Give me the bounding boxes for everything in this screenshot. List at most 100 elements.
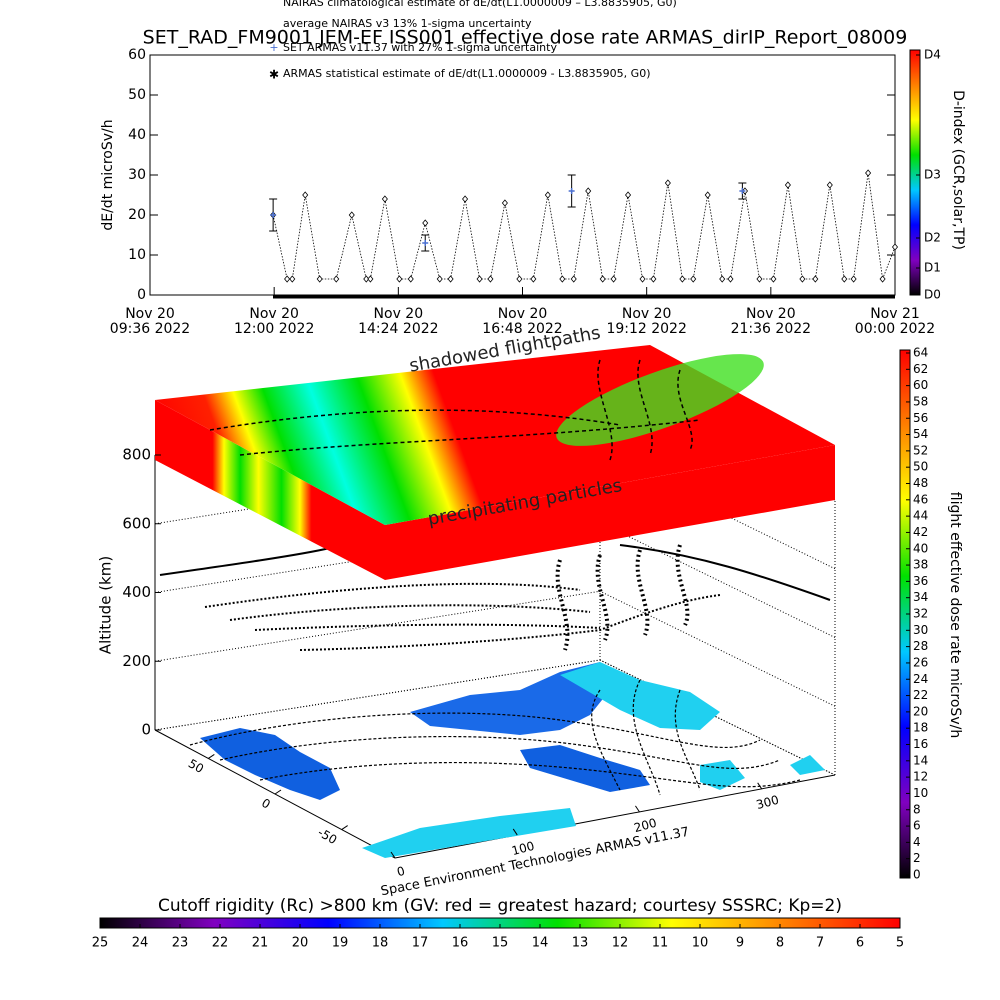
lon-tick [635,805,640,813]
data-point [559,275,566,283]
data-point [784,181,791,189]
flightpath [159,547,331,576]
colorbar-tick-label: 0 [913,868,921,882]
colorbar-tick-label: 20 [913,704,928,718]
dindex-tick-label: D0 [924,288,941,302]
shadowed-track [677,369,693,451]
slab-side [155,400,385,580]
rigidity-tick-label: 13 [572,936,589,951]
grid-line [154,659,836,776]
colorbar-tick-label: 54 [913,427,928,441]
data-point [447,275,454,283]
legend-marker: ✱ [269,68,279,82]
continent [700,760,745,790]
colorbar-tick-label: 48 [913,476,928,490]
flightpath [254,623,601,631]
plot-frame [149,54,896,296]
ground-track [259,761,801,788]
shadowed-track [209,409,621,431]
dindex-tick-label: D4 [924,48,941,62]
data-point [570,275,577,283]
data-point [865,169,872,177]
flightpath [595,554,610,641]
data-point [396,275,403,283]
data-point [585,187,592,195]
lon-tick-label: 200 [632,816,658,835]
data-point [719,275,726,283]
x-tick-label: Nov 20 16:48 2022 [482,306,563,337]
y-tick-label: 20 [128,207,146,223]
rigidity-tick-label: 15 [492,936,509,951]
rigidity-tick-label: 9 [736,936,744,951]
colorbar-tick-label: 16 [913,737,928,751]
data-point [812,275,819,283]
data-point [610,275,617,283]
x-tick-label: Nov 20 14:24 2022 [358,306,439,337]
lat-tick-label: -50 [315,825,339,847]
rigidity-tick-label: 6 [856,936,864,951]
colorbar-tick-label: 18 [913,721,928,735]
colorbar-tick-label: 10 [913,786,928,800]
colorbar-tick-label: 6 [913,819,921,833]
colorbar-tick-label: 50 [913,460,928,474]
data-point [476,275,483,283]
lat-tick [341,825,348,830]
continent [560,662,720,730]
colorbar-tick-label: 46 [913,492,928,506]
rigidity-tick-label: 14 [532,936,549,951]
legend-marker: + [269,41,278,54]
z-axis-label: Altitude (km) [97,556,115,654]
flightpath [229,604,591,621]
z-tick-label: 0 [141,721,151,739]
legend-entry: NAIRAS climatological estimate of dE/dt(… [283,0,677,9]
data-point [625,191,632,199]
set-armas-point [270,212,277,218]
y-tick-label: 10 [128,247,146,263]
rigidity-tick-label: 5 [896,936,904,951]
data-point [690,275,697,283]
dose-line [272,172,896,281]
lat-tick [274,789,282,795]
rigidity-tick-label: 11 [652,936,669,951]
shadowed-track [637,359,653,456]
data-point [316,275,323,283]
data-point [284,275,291,283]
colorbar-tick-label: 64 [913,346,928,360]
chart-title: SET_RAD_FM9001 JEM-EF ISS001 effective d… [143,27,908,49]
colorbar-tick-label: 26 [913,655,928,669]
rigidity-tick-label: 17 [412,936,429,951]
lat-tick-label: 0 [259,796,273,812]
colorbar-tick-label: 22 [913,688,928,702]
colorbar-label: flight effective dose rate microSv/h [947,492,963,738]
y-axis-label: dE/dt microSv/h [100,119,116,230]
flightpath [635,549,650,636]
data-point [639,275,646,283]
x-tick-label: Nov 20 21:36 2022 [730,306,812,337]
ground-track [591,689,621,791]
colorbar-tick-label: 52 [913,443,928,457]
rigidity-tick-label: 20 [292,936,309,951]
rigidity-tick-label: 16 [452,936,469,951]
data-point [363,275,370,283]
colorbar-tick-label: 12 [913,770,928,784]
z-tick-label: 800 [122,446,151,464]
colorbar-tick-label: 44 [913,509,928,523]
ground-track [189,712,761,749]
colorbar-tick-label: 2 [913,851,921,865]
z-tick-label: 400 [122,583,151,601]
data-point [289,275,296,283]
set-armas-point [568,188,575,194]
rigidity-tick-label: 22 [212,936,229,951]
rigidity-tick-label: 19 [332,936,349,951]
dindex-tick-label: D2 [924,231,941,245]
data-point [679,275,686,283]
data-point [407,275,414,283]
ground-track [674,689,701,791]
data-point [367,275,374,283]
rigidity-label: Cutoff rigidity (Rc) >800 km (GV: red = … [158,896,842,916]
y-tick-label: 40 [128,127,146,143]
lon-tick [757,782,763,790]
slab-side [385,445,835,580]
data-point [770,275,777,283]
data-point [650,275,657,283]
